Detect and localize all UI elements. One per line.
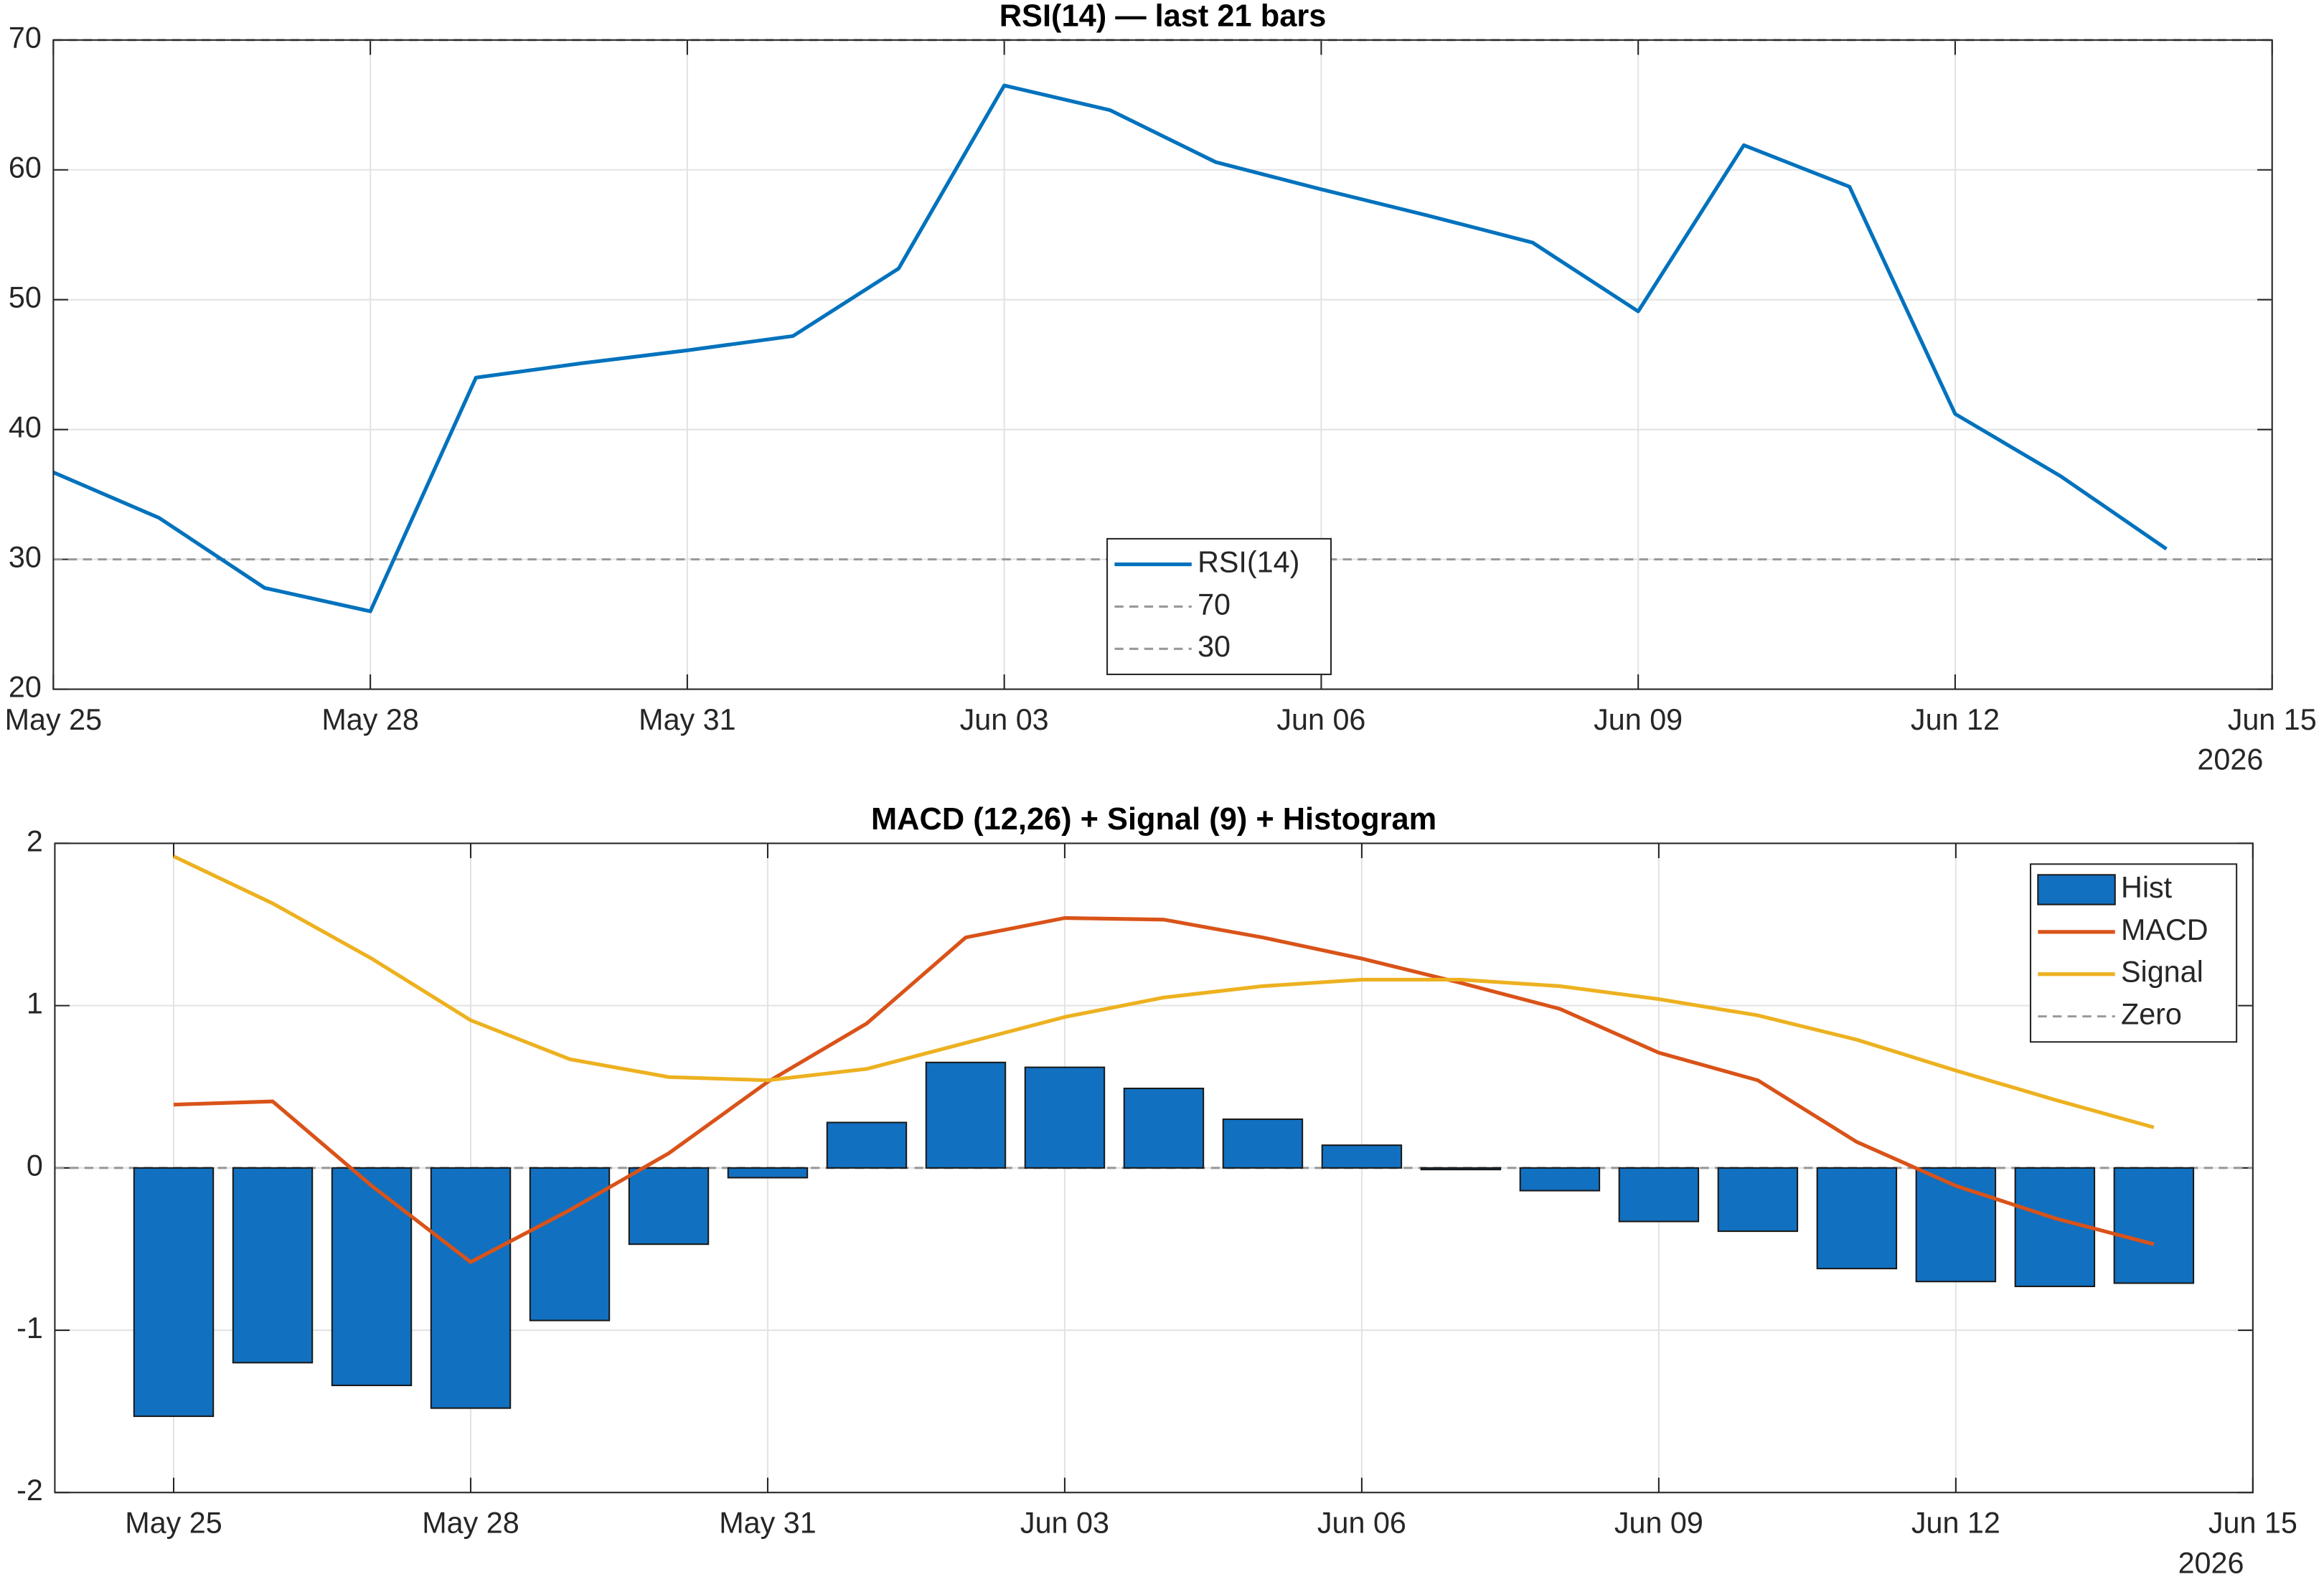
y-tick-label: 30 (9, 541, 42, 574)
legend-label: Signal (2121, 956, 2203, 989)
bar (1519, 1167, 1601, 1192)
x-tick-label: May 28 (321, 703, 418, 736)
bar (529, 1167, 611, 1322)
x-tick-label: Jun 09 (1594, 703, 1683, 736)
bar (1717, 1167, 1799, 1233)
y-tick-label: 60 (9, 151, 42, 184)
series-line (52, 83, 2168, 613)
x-tick-label: May 31 (639, 703, 735, 736)
legend: Hist MACD Signal Zero (2029, 863, 2238, 1043)
y-tick-label: 20 (9, 670, 42, 703)
bar (1123, 1087, 1205, 1169)
chart-title: MACD (12,26) + Signal (9) + Histogram (871, 802, 1436, 837)
legend: RSI(14) 70 30 (1106, 537, 1332, 675)
y-tick-label: 50 (9, 281, 42, 314)
axes: MACD (12,26) + Signal (9) + Histogram -2 -… (17, 802, 2297, 1577)
bar (1420, 1167, 1502, 1171)
series-line (173, 915, 2155, 1264)
bar (331, 1167, 413, 1386)
bar (628, 1167, 710, 1246)
x-tick-label: Jun 12 (1911, 703, 2000, 736)
x-tick-label: May 28 (422, 1507, 519, 1540)
bar (430, 1167, 512, 1409)
y-tick-label: 2 (27, 824, 43, 857)
y-tick-label: 0 (27, 1149, 43, 1182)
legend-label: RSI(14) (1198, 545, 1299, 578)
bar (133, 1167, 215, 1417)
series-line (172, 855, 2155, 1129)
x-tick-label: Jun 06 (1276, 703, 1365, 736)
y-tick-label: 70 (9, 22, 42, 55)
x-tick-label: May 25 (125, 1507, 222, 1540)
bar (1222, 1118, 1304, 1169)
x-tick-label: Jun 15 (2228, 703, 2317, 736)
bar (1321, 1144, 1403, 1169)
legend-label: MACD (2121, 913, 2208, 946)
y-tick-label: 40 (9, 411, 42, 444)
y-tick-label: -1 (17, 1312, 43, 1345)
bar (232, 1167, 314, 1364)
bar (826, 1121, 908, 1169)
axes-box (54, 842, 2254, 1494)
chart-title: RSI(14) — last 21 bars (999, 0, 1327, 33)
y-tick-label: -2 (17, 1474, 43, 1507)
x-tick-label: Jun 03 (1020, 1507, 1109, 1540)
bar (925, 1061, 1007, 1169)
x-tick-label: Jun 06 (1317, 1507, 1406, 1540)
x-tick-label: Jun 12 (1911, 1507, 2000, 1540)
x-secondary-label: 2026 (2178, 1546, 2244, 1577)
x-secondary-label: 2026 (2197, 743, 2263, 776)
y-tick-label: 1 (27, 987, 43, 1020)
legend-label: 70 (1198, 588, 1231, 621)
legend-label: Hist (2121, 871, 2173, 904)
legend-label: Zero (2121, 998, 2182, 1031)
x-tick-label: May 31 (719, 1507, 816, 1540)
legend-label: 30 (1198, 630, 1231, 663)
bar (1618, 1167, 1700, 1223)
bar (1816, 1167, 1898, 1270)
axes-box (52, 39, 2273, 690)
x-tick-label: Jun 15 (2208, 1507, 2297, 1540)
bar (727, 1167, 809, 1179)
x-tick-label: May 25 (5, 703, 102, 736)
bar (2113, 1167, 2195, 1284)
x-tick-label: Jun 03 (960, 703, 1049, 736)
bar (1024, 1066, 1106, 1169)
x-tick-label: Jun 09 (1614, 1507, 1703, 1540)
legend-swatch (2037, 874, 2116, 905)
